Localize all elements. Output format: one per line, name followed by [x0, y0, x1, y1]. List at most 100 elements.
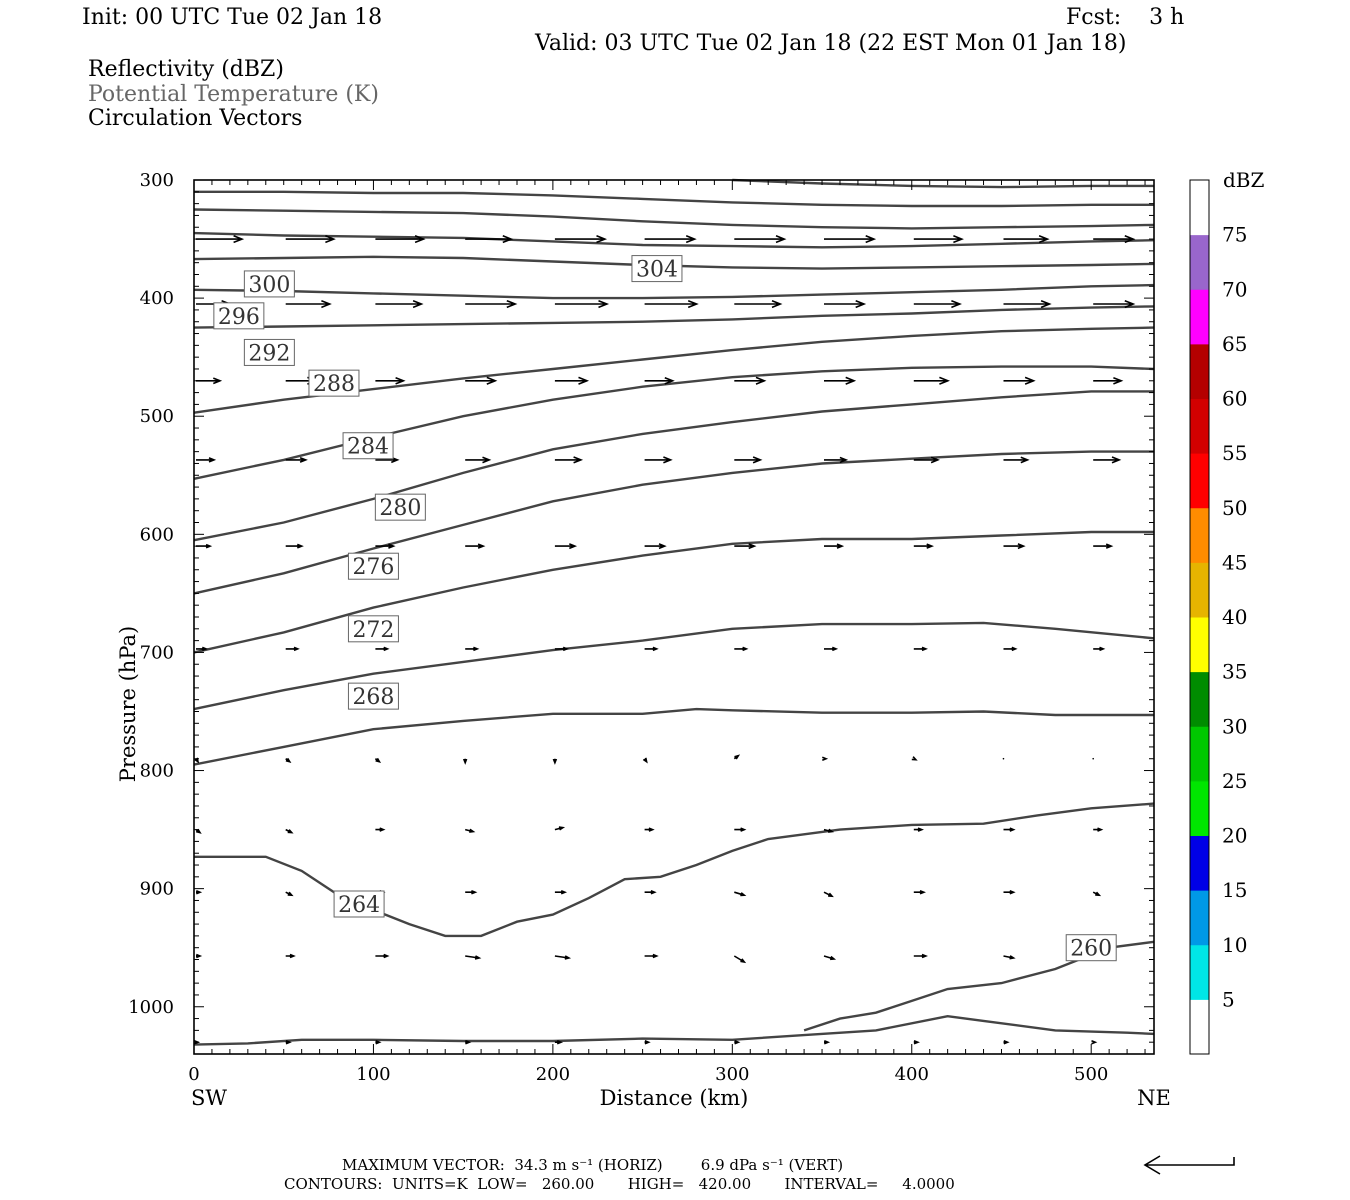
vector-arrow: [1093, 646, 1106, 652]
contour-label-box: [308, 369, 360, 397]
theta-contour-300: [193, 283, 1155, 300]
colorbar-label: 25: [1222, 769, 1247, 793]
vector-arrow: [285, 646, 300, 652]
vector-arrow: [554, 376, 590, 385]
vector-arrow: [554, 646, 570, 652]
vector-arrow: [465, 299, 518, 309]
vector-arrow: [196, 377, 223, 385]
contour-label: 272: [352, 618, 394, 643]
colorbar-label: 15: [1222, 878, 1247, 902]
vector-arrow: [285, 828, 294, 834]
colorbar-label: 65: [1222, 332, 1247, 356]
theta-contour-0: [193, 1014, 1155, 1046]
vector-arrow: [375, 543, 396, 549]
vector-arrow: [375, 376, 406, 385]
vector-arrow: [1093, 234, 1136, 244]
vector-arrow: [823, 955, 837, 961]
vector-arrow: [1093, 543, 1114, 549]
vector-arrow: [196, 457, 217, 463]
theta-contour-12: [193, 255, 1155, 270]
vector-arrow: [824, 646, 839, 652]
theta-contour-284: [193, 390, 1154, 542]
vector-arrow: [823, 1039, 831, 1045]
vector-arrow: [1003, 889, 1016, 895]
x-axis-ne-label: NE: [1137, 1086, 1171, 1110]
colorbar-label: 10: [1222, 933, 1247, 957]
colorbar-swatch: [1190, 398, 1209, 454]
vector-arrow: [375, 299, 424, 309]
colorbar-label: 35: [1222, 660, 1247, 684]
vector-arrow: [734, 234, 787, 244]
vector-arrow: [734, 1039, 741, 1045]
x-tick-label: 300: [715, 1064, 749, 1085]
vector-arrow: [1003, 234, 1050, 244]
vector-arrow: [375, 827, 386, 832]
colorbar-label: 45: [1222, 550, 1247, 574]
vector-arrow: [913, 543, 934, 549]
colorbar-label: 30: [1222, 714, 1247, 738]
colorbar-swatch: [1190, 944, 1209, 1000]
vector-arrow: [1003, 376, 1036, 385]
vector-arrow: [913, 827, 924, 832]
vector-arrow: [734, 891, 747, 897]
vector-arrow: [644, 376, 675, 385]
field-circulation-vectors: Circulation Vectors: [88, 106, 303, 131]
vector-arrow: [913, 299, 962, 309]
vector-arrow: [375, 953, 390, 959]
contour-label: 304: [636, 258, 678, 283]
vector-arrow: [824, 376, 857, 385]
contour-label: 300: [248, 273, 290, 298]
vector-arrow: [913, 953, 928, 959]
y-tick-label: 500: [140, 406, 174, 427]
vector-arrow: [913, 234, 964, 244]
theta-contour-296: [193, 305, 1155, 329]
vector-arrow: [285, 953, 296, 959]
vector-arrow: [196, 646, 209, 652]
vector-arrow: [554, 889, 568, 895]
field-potential-temperature: Potential Temperature (K): [88, 82, 379, 107]
vector-arrow: [195, 953, 203, 959]
contour-label-box: [374, 493, 426, 521]
contour-label: 276: [352, 555, 394, 580]
reference-vector: [1143, 1155, 1235, 1175]
contour-labels: 260 264 268 272 276 280 284 288 292 296 300 304: [213, 255, 1117, 962]
vector-arrow: [554, 456, 584, 464]
init-time: Init: 00 UTC Tue 02 Jan 18: [82, 5, 383, 30]
colorbar-swatch: [1190, 999, 1209, 1055]
vector-arrow: [1002, 757, 1005, 760]
vector-arrow: [285, 299, 332, 309]
vector-arrow: [465, 955, 482, 960]
vector-arrow: [644, 827, 655, 832]
vector-arrow: [1003, 543, 1026, 550]
vector-arrow: [824, 456, 849, 464]
theta-contour-15: [194, 190, 1154, 208]
vector-arrow: [824, 234, 877, 244]
x-tick-label: 400: [895, 1064, 929, 1085]
vector-arrow: [644, 543, 667, 550]
contour-label-box: [347, 682, 399, 710]
vector-arrow: [285, 234, 336, 244]
vector-arrow: [823, 891, 834, 898]
theta-contour-272: [193, 621, 1155, 711]
vector-arrow: [824, 299, 867, 309]
vector-arrow: [1003, 827, 1016, 832]
y-tick-label: 600: [140, 524, 174, 545]
vector-arrow: [465, 828, 476, 833]
colorbar-swatch: [1190, 562, 1209, 618]
vector-arrow: [375, 646, 390, 652]
contour-label: 288: [313, 372, 355, 397]
vector-arrow: [644, 299, 699, 309]
vector-arrow: [554, 955, 572, 960]
x-axis-sw-label: SW: [191, 1086, 227, 1110]
vector-arrow: [734, 543, 757, 550]
theta-contour-276: [193, 530, 1154, 654]
maximum-vector-note: MAXIMUM VECTOR: 34.3 m s⁻¹ (HORIZ) 6.9 d…: [342, 1156, 844, 1174]
vector-arrow: [465, 234, 514, 244]
contour-label: 264: [338, 893, 380, 918]
vector-arrow: [913, 889, 926, 895]
vector-arrow: [375, 1039, 382, 1045]
vector-arrow: [285, 1039, 292, 1045]
x-tick-label: 200: [536, 1064, 570, 1085]
colorbar: 5 10 15 20 25 30 35 40 45 50 55 60 65 70 75 dBZ: [1189, 168, 1265, 1055]
contour-label: 296: [218, 305, 260, 330]
